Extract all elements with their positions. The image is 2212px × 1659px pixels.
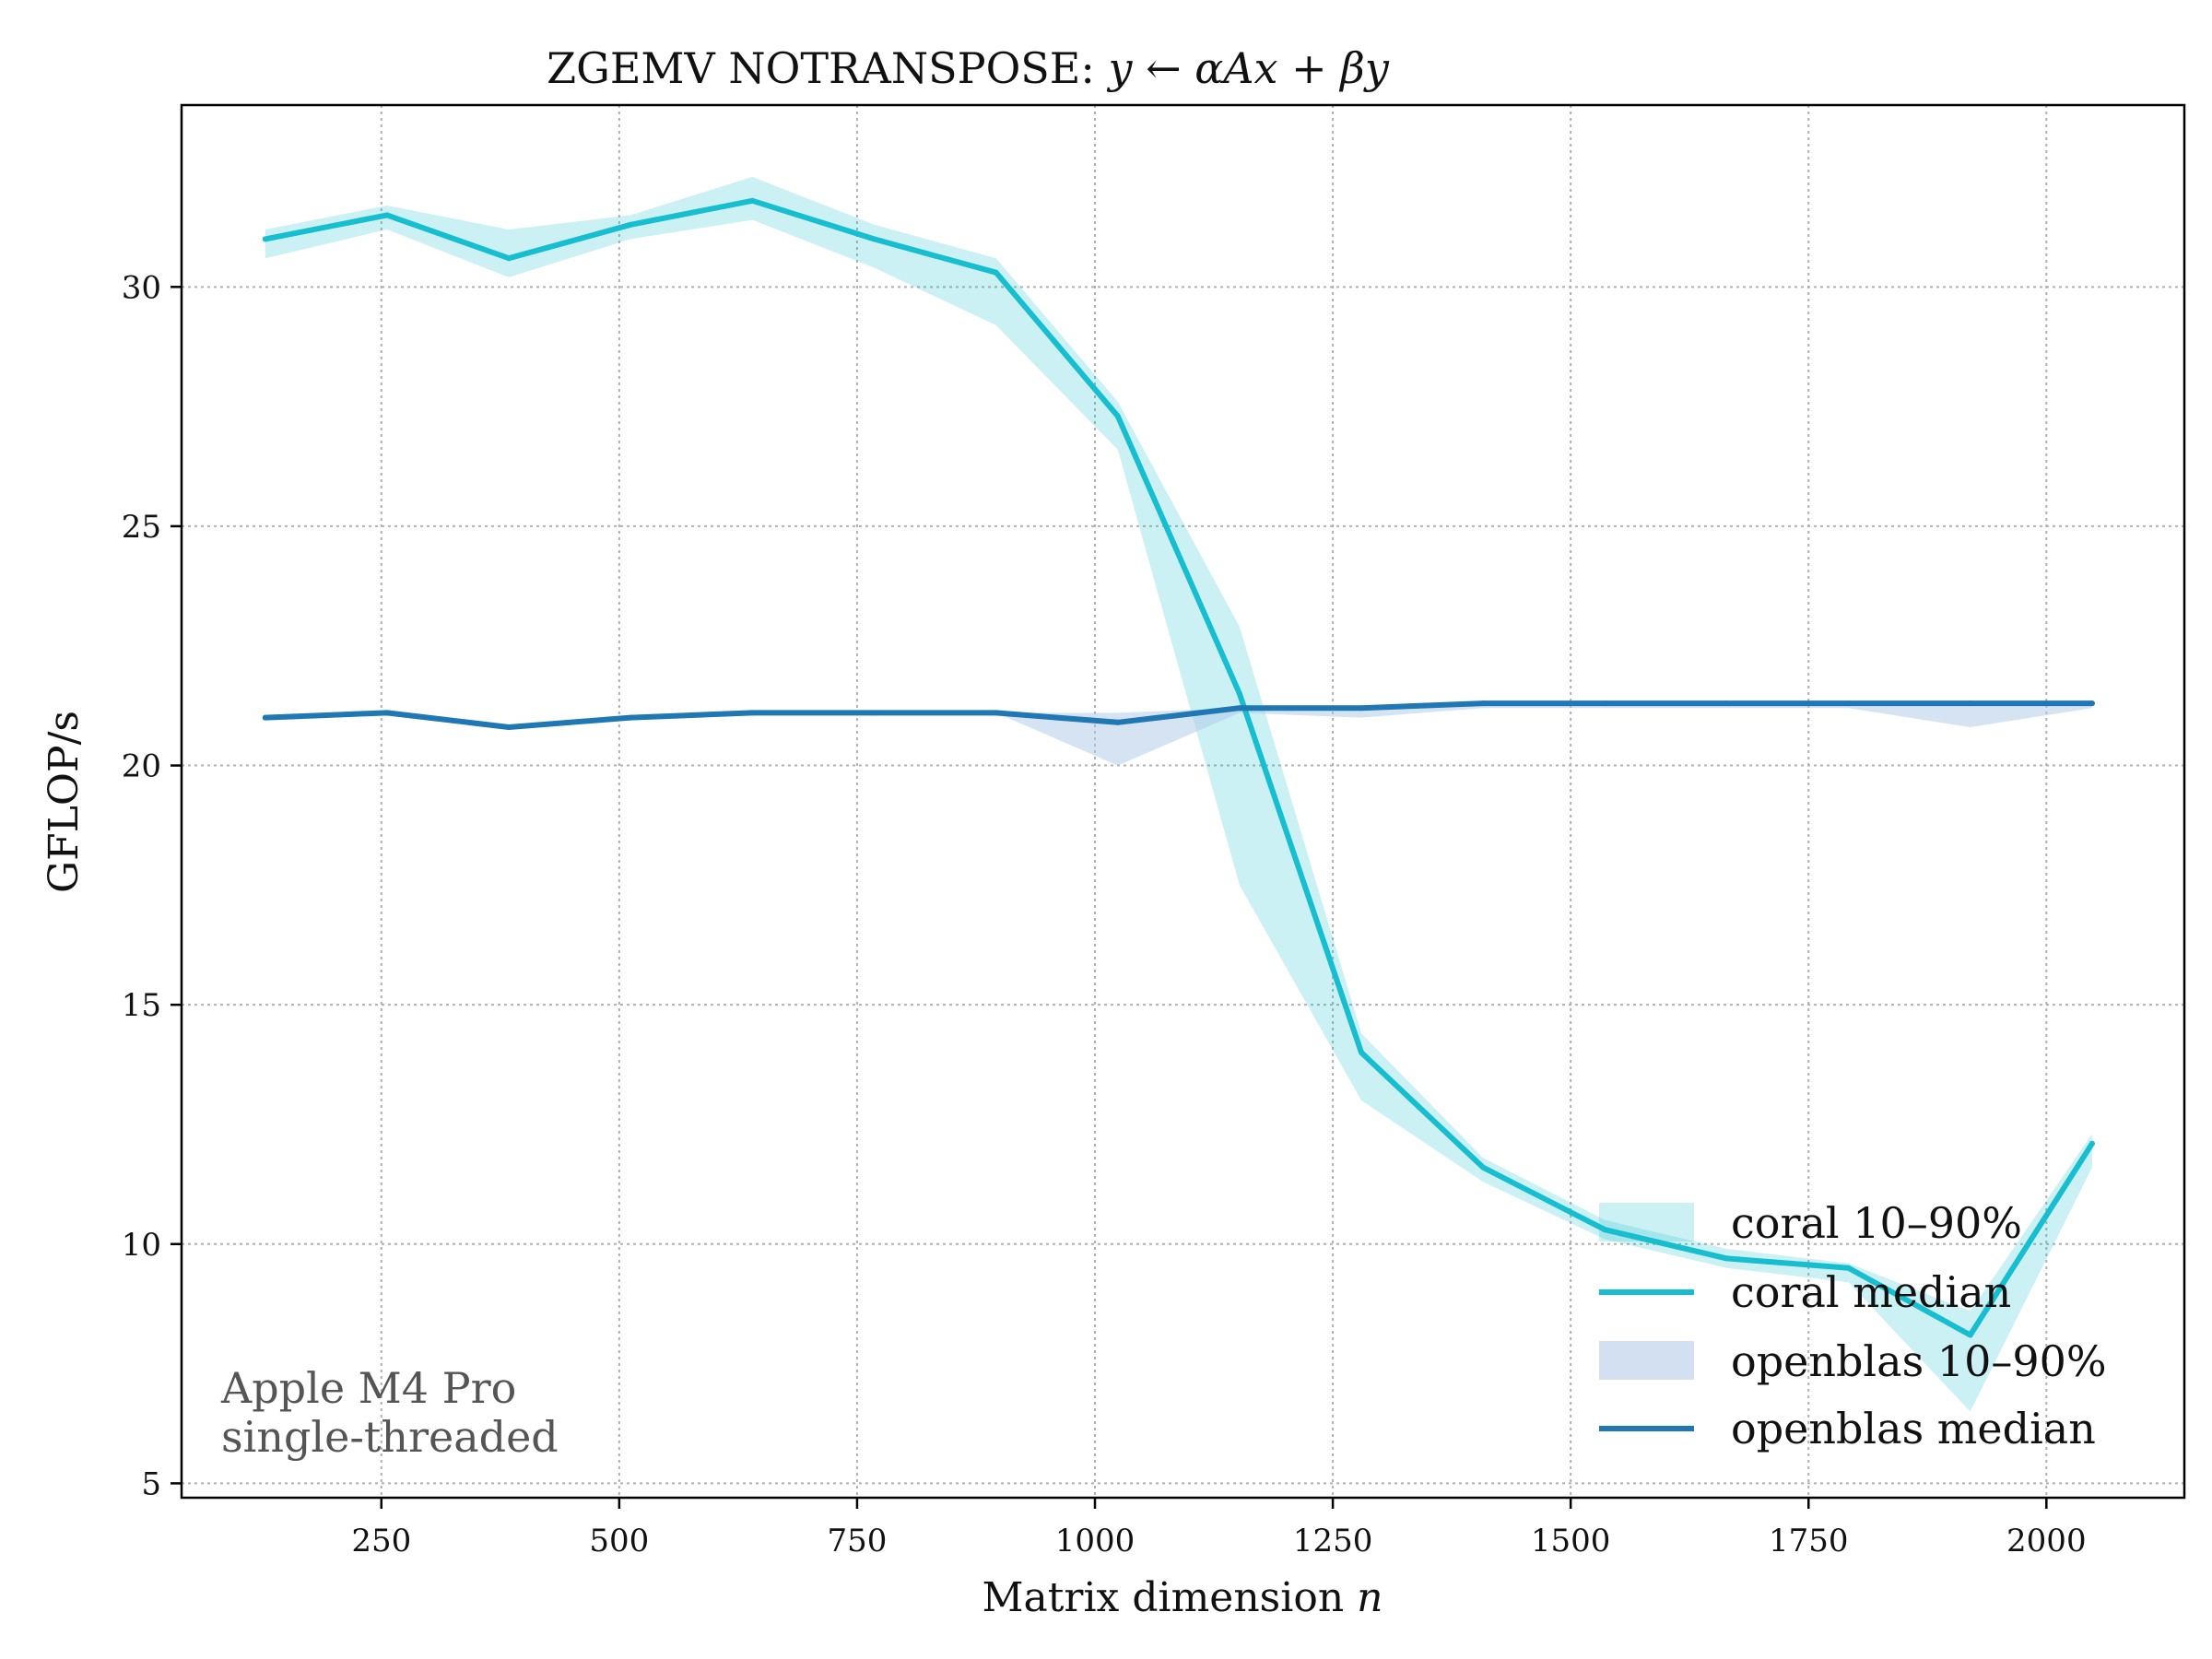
openblas-point [506,724,512,730]
coral-point [384,212,390,218]
coral-point [506,255,512,262]
openblas-point [1967,700,1973,707]
x-axis-label-math: n [1357,1574,1382,1621]
y-tick-label: 20 [122,748,161,785]
openblas-point [1845,700,1852,707]
coral-point [1236,690,1242,697]
openblas-median-line [262,700,2095,730]
legend-swatch-openblas-band [1599,1341,1694,1380]
coral-point [749,197,756,204]
coral-point [993,269,999,276]
openblas-point [1359,705,1365,712]
openblas-point [2088,700,2095,707]
openblas-point [1236,705,1242,712]
x-tick-label: 1000 [1055,1523,1135,1559]
coral-point [1480,1164,1487,1171]
openblas-point [1114,719,1121,725]
annotation-line-2: single-threaded [221,1412,559,1462]
openblas-point [262,714,268,721]
chart-title-math: y ← αAx + βy [1107,43,1390,93]
tick-layer: 250 500 750 1000 1250 1500 1750 2000 5 10 15 20 25 30 [122,269,2087,1559]
x-tick-label: 2000 [2006,1523,2087,1559]
x-tick-label: 500 [589,1523,649,1559]
coral-band [265,176,2092,1412]
y-tick-label: 25 [122,509,161,546]
coral-point [1724,1255,1730,1262]
coral-median-line [262,197,2095,1338]
coral-point [2088,1140,2095,1147]
openblas-point [993,710,999,716]
legend-swatch-coral-band [1599,1203,1694,1241]
legend-label-coral-band: coral 10–90% [1731,1198,2022,1248]
chart-title: ZGEMV NOTRANSPOSE: y ← αAx + βy [547,43,1390,93]
coral-point [1602,1227,1608,1233]
y-tick-label: 30 [122,269,161,306]
grid-layer [182,105,2184,1498]
coral-point [871,236,877,242]
openblas-point [871,710,877,716]
openblas-point [628,714,634,721]
openblas-point [384,710,390,716]
y-tick-label: 5 [141,1465,161,1502]
line-layer [262,197,2095,1338]
openblas-point [1602,700,1608,707]
coral-point [1359,1050,1365,1056]
x-tick-label: 1500 [1531,1523,1611,1559]
coral-point [628,221,634,228]
x-tick-label: 1250 [1293,1523,1373,1559]
x-tick-label: 750 [827,1523,887,1559]
openblas-point [1724,700,1730,707]
coral-point [1114,413,1121,419]
coral-point [1967,1332,1973,1338]
hardware-annotation: Apple M4 Pro single-threaded [220,1363,559,1462]
y-tick-label: 10 [122,1227,161,1264]
y-axis-label: GFLOP/s [41,711,88,893]
legend-label-coral-median: coral median [1731,1267,2011,1317]
coral-point [262,236,268,242]
y-tick-label: 15 [122,987,161,1024]
legend-label-openblas-median: openblas median [1731,1404,2096,1453]
coral-point [1845,1265,1852,1271]
x-tick-label: 250 [351,1523,411,1559]
legend: coral 10–90% coral median openblas 10–90… [1599,1198,2107,1453]
x-tick-label: 1750 [1769,1523,1849,1559]
plot-frame [180,103,2186,1500]
band-layer [265,176,2092,1412]
x-axis-label: Matrix dimension n [982,1574,1382,1621]
annotation-line-1: Apple M4 Pro [220,1363,516,1413]
openblas-point [1480,700,1487,707]
openblas-point [749,710,756,716]
legend-label-openblas-band: openblas 10–90% [1731,1336,2107,1386]
openblas-band [265,703,2092,766]
